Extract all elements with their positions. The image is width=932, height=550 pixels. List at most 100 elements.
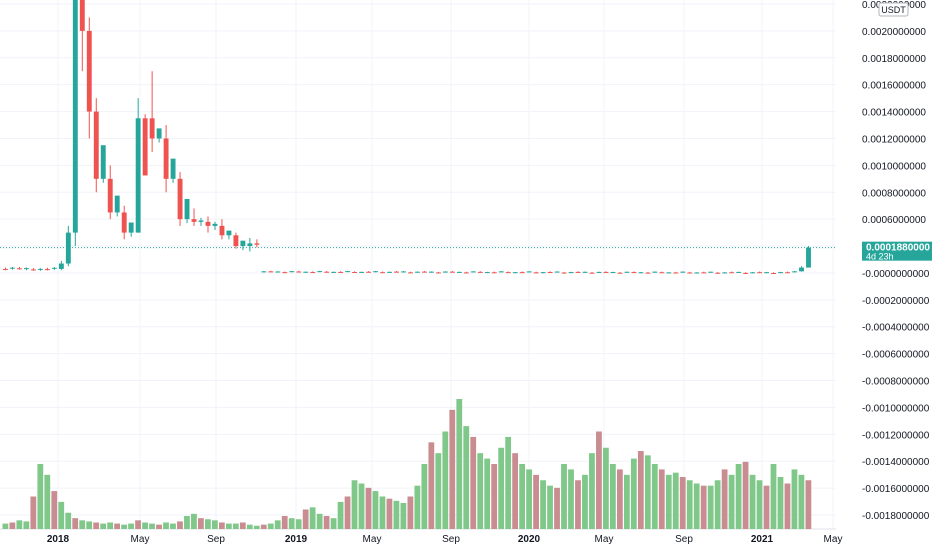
candle-body — [743, 272, 749, 274]
candle-body — [114, 195, 120, 213]
volume-bar — [749, 474, 756, 529]
volume-bar — [623, 474, 630, 529]
candle-body — [128, 222, 134, 233]
candle-body — [352, 271, 358, 273]
volume-bars — [2, 399, 812, 529]
candle-body — [100, 145, 106, 179]
volume-bar — [700, 485, 707, 529]
candle-body — [568, 272, 574, 274]
volume-bar — [805, 480, 812, 529]
time-tick-label: May — [363, 534, 382, 545]
price-tick-label: -0.0000000000 — [862, 269, 930, 280]
volume-bar — [477, 453, 484, 529]
candle-body — [764, 272, 770, 274]
volume-bar — [253, 525, 260, 529]
volume-bar — [470, 436, 477, 529]
volume-bar — [686, 480, 693, 529]
candle-body — [645, 272, 651, 274]
volume-bar — [218, 522, 225, 529]
volume-bar — [658, 469, 665, 529]
candle-body — [163, 138, 169, 179]
chart-grid — [0, 0, 836, 530]
volume-bar — [798, 474, 805, 529]
price-tick-label: 0.0006000000 — [862, 215, 926, 226]
volume-bar — [177, 521, 183, 529]
candle-body — [212, 223, 218, 226]
volume-bar — [51, 491, 58, 529]
time-tick-label: May — [824, 534, 843, 545]
volume-bar — [442, 431, 449, 529]
candle-body — [30, 269, 36, 271]
volume-bar — [630, 458, 637, 529]
candle-body — [394, 271, 399, 273]
volume-bar — [547, 485, 553, 529]
volume-bar — [484, 458, 491, 529]
volume-bar — [316, 513, 323, 529]
volume-bar — [665, 474, 672, 529]
candle-body — [589, 272, 595, 274]
candle-body — [533, 272, 539, 274]
candle-body — [170, 158, 176, 179]
volume-bar — [561, 464, 567, 529]
price-tick-label: -0.0002000000 — [862, 296, 930, 307]
candle-body — [296, 271, 302, 273]
volume-bar — [568, 469, 574, 529]
volume-bar — [533, 474, 539, 529]
time-axis[interactable]: 2018 May Sep 2019 May Sep 2020 May Sep 2021 May — [47, 534, 843, 545]
candle-body — [86, 30, 92, 112]
volume-bar — [386, 498, 393, 529]
price-tick-label: -0.0006000000 — [862, 350, 930, 361]
candle-body — [666, 272, 672, 274]
volume-bar — [505, 436, 512, 529]
price-tick-label: 0.0012000000 — [862, 134, 926, 145]
volume-bar — [2, 523, 9, 529]
volume-bar — [225, 523, 232, 529]
volume-bar — [211, 520, 218, 529]
volume-bar — [791, 469, 798, 529]
candle-body — [617, 272, 623, 274]
time-tick-label: 2021 — [751, 534, 774, 545]
candle-body — [785, 272, 791, 274]
volume-bar — [637, 451, 644, 529]
currency-label: USDT — [881, 5, 906, 15]
candle-body — [149, 118, 155, 139]
candle-body — [401, 271, 406, 273]
volume-bar — [232, 523, 239, 529]
candle-body — [708, 271, 714, 273]
candle-body — [303, 271, 309, 273]
volume-bar — [735, 464, 742, 529]
candle-body — [310, 272, 316, 274]
time-tick-label: 2018 — [47, 534, 70, 545]
candle-body — [373, 271, 379, 273]
candle-body — [449, 271, 455, 273]
candle-body — [435, 272, 441, 274]
volume-bar — [714, 480, 721, 529]
volume-bar — [191, 513, 197, 529]
candle-body — [142, 118, 148, 176]
candle-body — [359, 271, 365, 273]
currency-badge[interactable]: USDT — [878, 2, 909, 17]
volume-bar — [351, 480, 358, 529]
volume-bar — [30, 496, 37, 529]
volume-bar — [463, 426, 470, 529]
candle-body — [477, 271, 483, 273]
candle-body — [240, 240, 246, 247]
last-price-value: 0.0001880000 — [866, 243, 930, 254]
volume-bar — [596, 431, 602, 529]
volume-bar — [9, 522, 16, 529]
price-tick-label: -0.0012000000 — [862, 430, 930, 441]
time-tick-label: May — [131, 534, 150, 545]
price-tick-label: 0.0010000000 — [862, 161, 926, 172]
volume-bar — [498, 447, 505, 529]
time-tick-label: 2019 — [285, 534, 308, 545]
volume-bar — [163, 522, 169, 529]
volume-bar — [93, 522, 100, 529]
candle-body — [408, 272, 413, 274]
candle-body — [247, 243, 253, 247]
volume-bar — [295, 519, 302, 529]
candle-body — [631, 272, 637, 274]
candle-body — [366, 271, 372, 273]
candle-body — [750, 272, 756, 274]
candle-body — [415, 271, 420, 273]
